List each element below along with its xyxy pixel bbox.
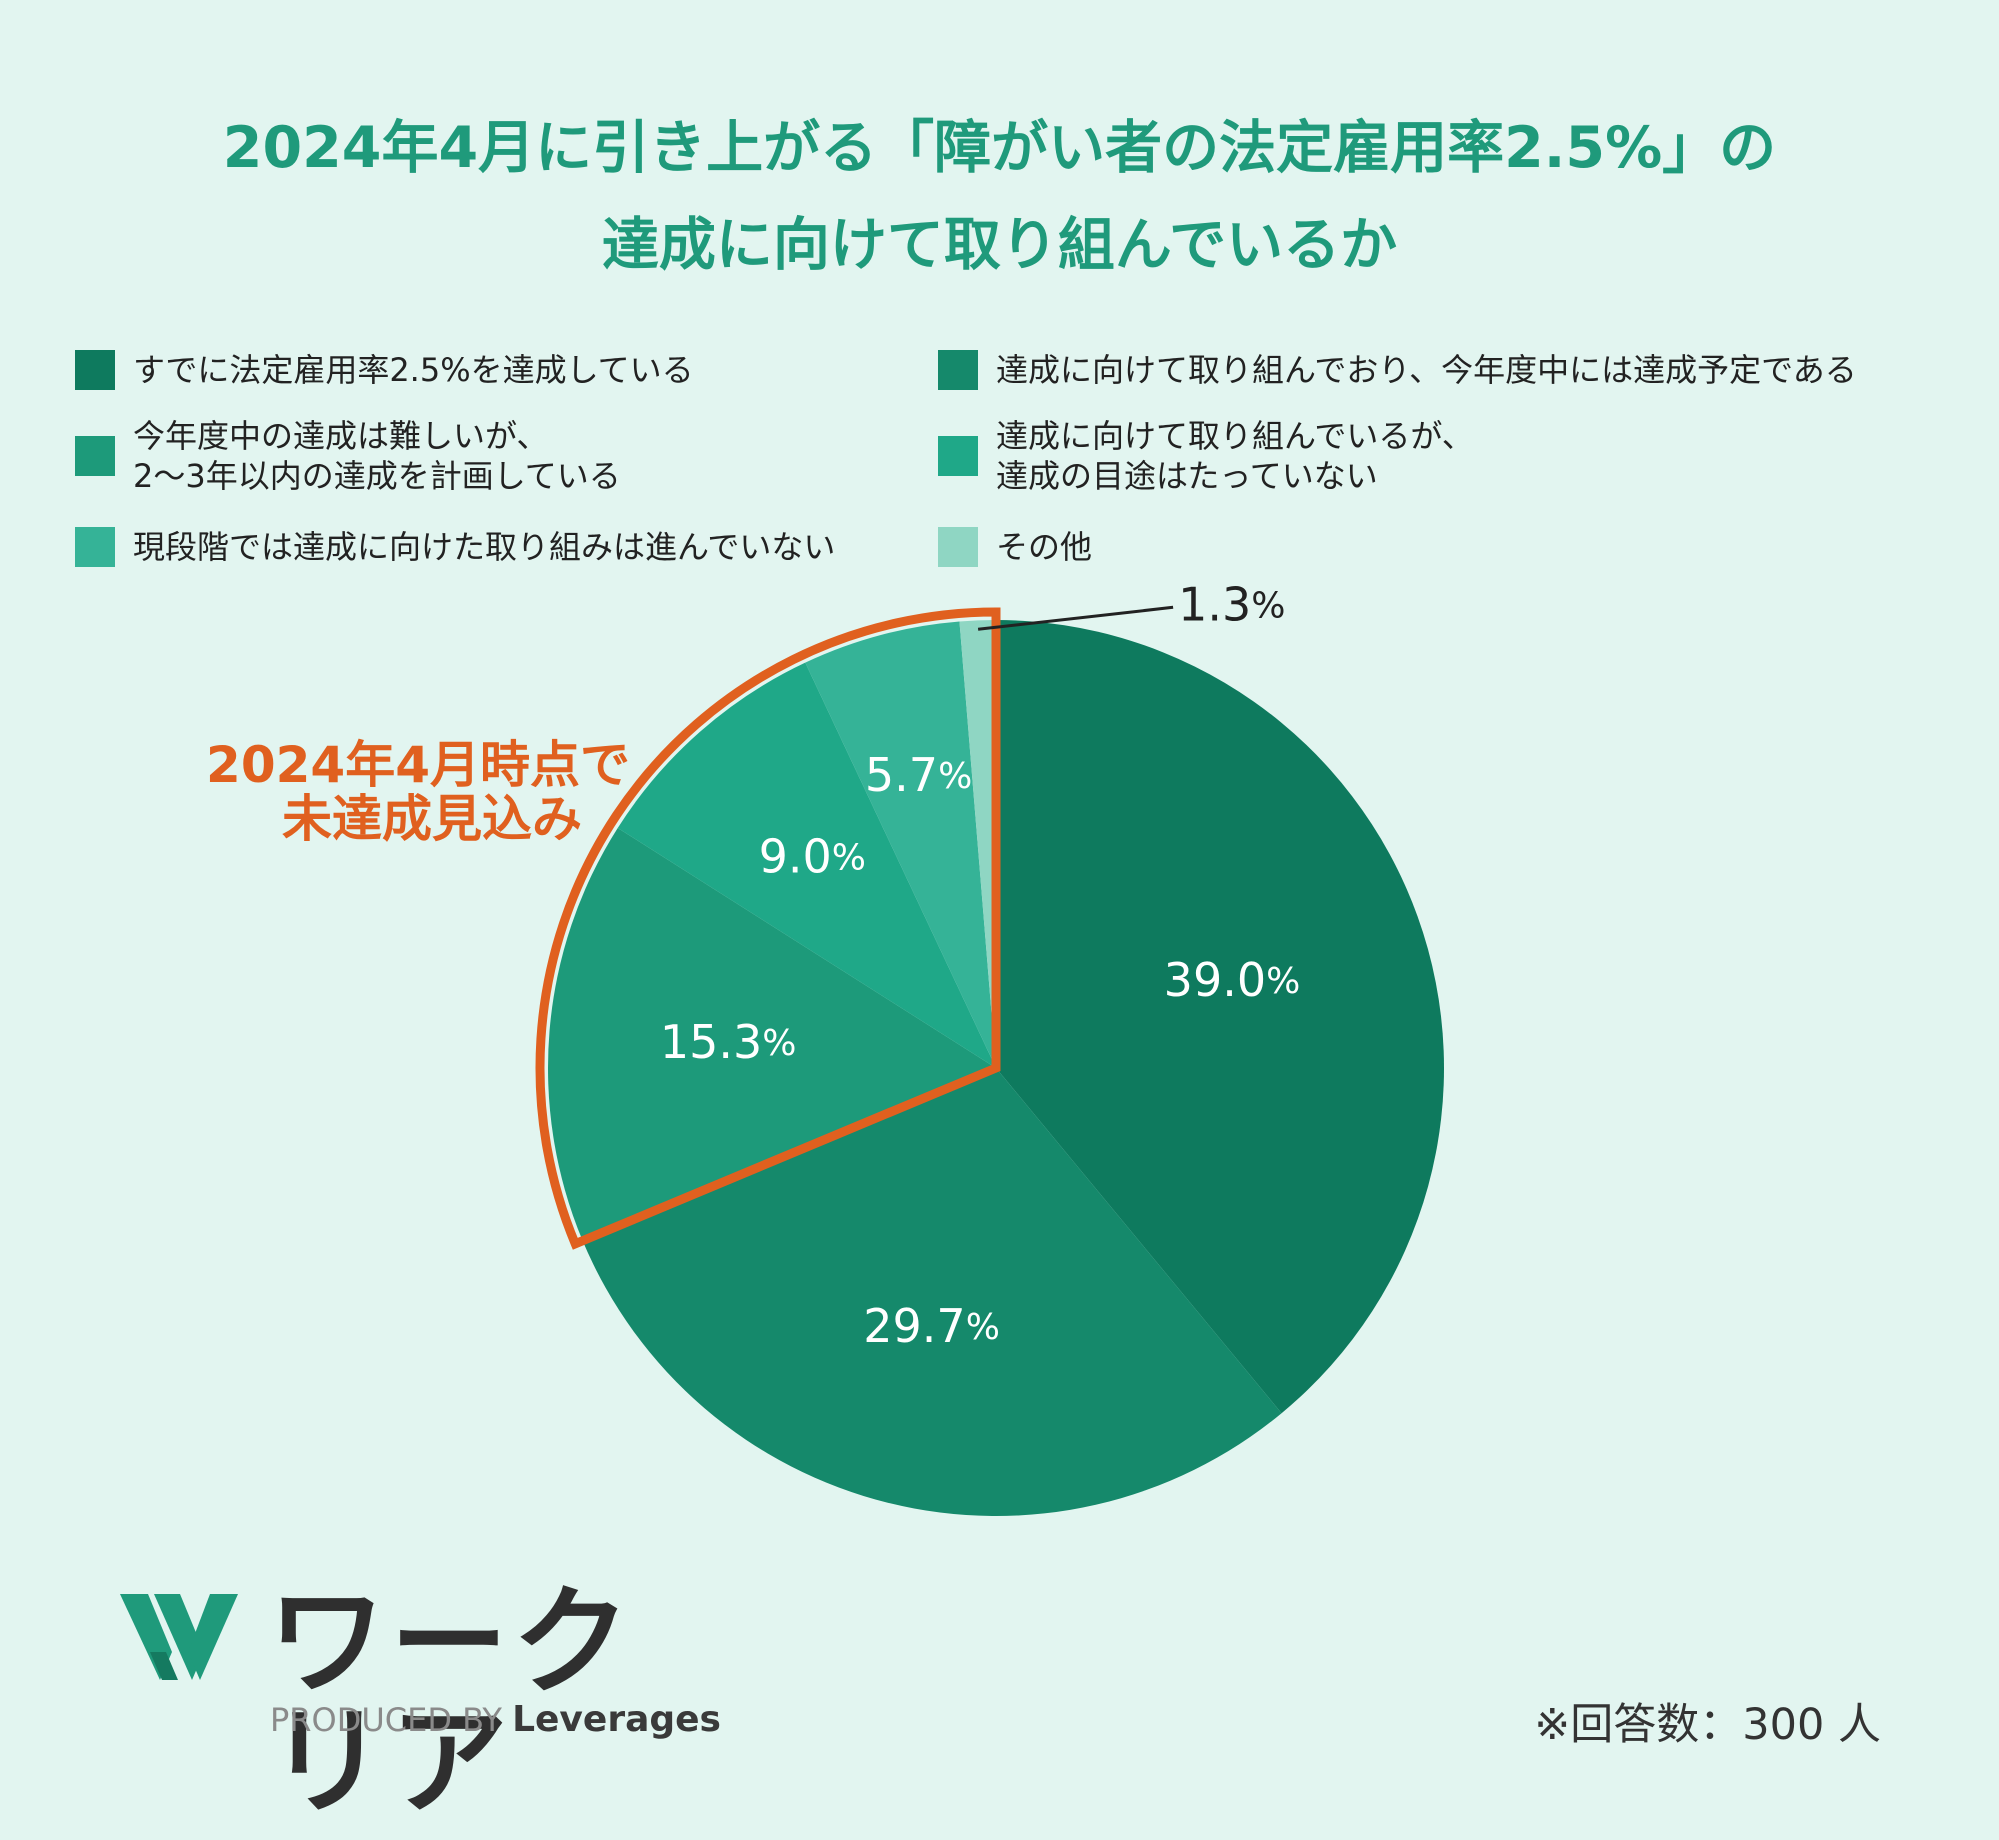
legend-label: 現段階では達成に向けた取り組みは進んでいない [133, 528, 836, 566]
legend-item: 現段階では達成に向けた取り組みは進んでいない [75, 527, 835, 567]
legend-item: 達成に向けて取り組んでいるが、 達成の目途はたっていない [938, 416, 1474, 496]
legend-swatch [75, 527, 115, 567]
pie-slices [547, 620, 1445, 1517]
data-label-percent: % [938, 756, 972, 797]
data-label: 15.3% [660, 1015, 797, 1069]
highlight-label: 2024年4月時点で未達成見込み [206, 736, 630, 848]
data-label-value: 9.0 [759, 829, 832, 883]
legend-item: 達成に向けて取り組んでおり、今年度中には達成予定である [938, 350, 1857, 390]
data-label-percent: % [832, 838, 866, 879]
chart-title-line-2: 達成に向けて取り組んでいるか [601, 212, 1398, 278]
legend-swatch [75, 436, 115, 476]
data-label-value: 15.3 [660, 1015, 762, 1069]
legend-item: 今年度中の達成は難しいが、 2〜3年以内の達成を計画している [75, 416, 621, 496]
legend: すでに法定雇用率2.5%を達成している 達成に向けて取り組んでおり、今年度中には… [0, 0, 1999, 600]
data-label: 9.0% [759, 829, 866, 883]
chart-title-line-1: 2024年4月に引き上がる「障がい者の法定雇用率2.5%」の [222, 115, 1777, 181]
chart-title: 2024年4月に引き上がる「障がい者の法定雇用率2.5%」の 達成に向けて取り組… [0, 100, 1999, 294]
legend-item: すでに法定雇用率2.5%を達成している [75, 350, 694, 390]
data-label-value: 5.7 [865, 748, 938, 802]
legend-label: すでに法定雇用率2.5%を達成している [133, 351, 694, 389]
leader-line [977, 605, 1174, 631]
workclear-w-icon [120, 1594, 238, 1680]
data-label: 5.7% [865, 748, 972, 802]
produced-by: PRODUCED BY Leverages [270, 1700, 721, 1740]
legend-swatch [938, 527, 978, 567]
data-label-value: 1.3 [1178, 577, 1251, 631]
highlight-outline [535, 607, 1001, 1250]
data-label: 29.7% [863, 1299, 1000, 1353]
pie-slice [996, 620, 1445, 1414]
data-label-percent: % [1251, 585, 1285, 626]
highlight-label-line-1: 2024年4月時点で [206, 736, 630, 794]
pie-slice [617, 662, 996, 1068]
workclear-logo: ワークリア PRODUCED BY Leverages [118, 1580, 721, 1822]
produced-by-label: PRODUCED BY [270, 1701, 502, 1739]
legend-label: その他 [996, 528, 1093, 566]
respondent-count: ※回答数：300 人 [1534, 1700, 1881, 1750]
pie-slice [805, 621, 996, 1068]
data-label-value: 39.0 [1164, 953, 1266, 1007]
legend-label: 達成に向けて取り組んでいるが、 達成の目途はたっていない [996, 417, 1474, 495]
pie-slice [547, 827, 996, 1241]
pie-labels: 39.0%29.7%15.3%9.0%5.7%1.3%2024年4月時点で未達成… [206, 577, 1300, 1353]
data-label-percent: % [762, 1023, 796, 1064]
data-label-value: 29.7 [863, 1299, 965, 1353]
highlight-layer [535, 607, 1001, 1250]
legend-swatch [938, 350, 978, 390]
data-label: 39.0% [1164, 953, 1301, 1007]
brand-name: Leverages [512, 1699, 721, 1740]
highlight-label-line-2: 未達成見込み [282, 790, 582, 848]
data-label-percent: % [966, 1307, 1000, 1348]
legend-swatch [75, 350, 115, 390]
legend-swatch [938, 436, 978, 476]
data-label: 1.3% [1178, 577, 1285, 631]
pie-slice [582, 1068, 1282, 1517]
legend-item: その他 [938, 527, 1092, 567]
legend-label: 今年度中の達成は難しいが、 2〜3年以内の達成を計画している [133, 417, 621, 495]
data-label-percent: % [1266, 961, 1300, 1002]
legend-label: 達成に向けて取り組んでおり、今年度中には達成予定である [996, 351, 1857, 389]
logo-name: ワークリア [268, 1573, 635, 1831]
pie-slice [959, 620, 996, 1068]
